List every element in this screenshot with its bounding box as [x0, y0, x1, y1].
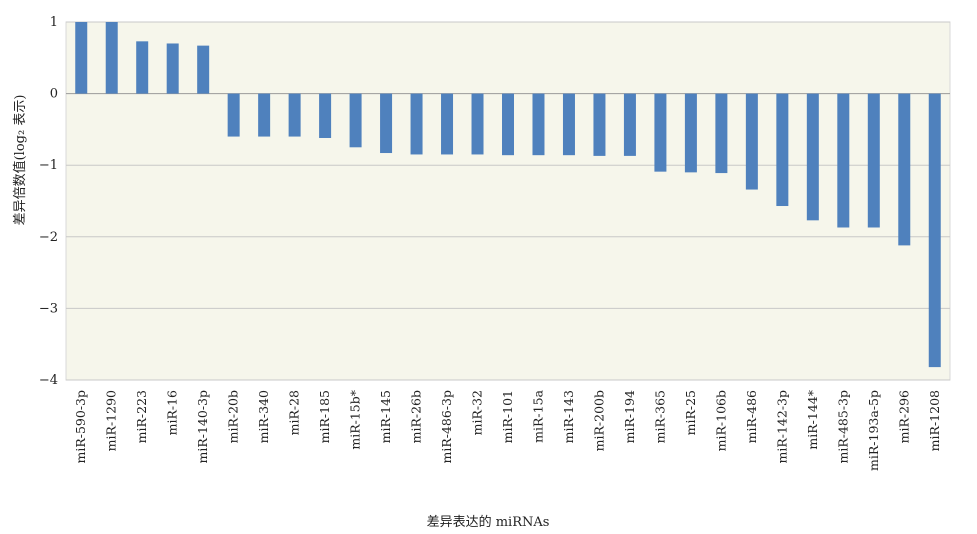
bar — [75, 22, 88, 94]
x-axis-title: 差异表达的 miRNAs — [427, 514, 550, 530]
bar — [166, 43, 179, 94]
bar — [623, 93, 636, 156]
bar — [837, 93, 850, 228]
x-category-label: miR-1208 — [927, 390, 942, 451]
x-category-label: miR-1290 — [104, 390, 119, 451]
x-category-label: miR-143 — [561, 390, 576, 443]
y-tick-label: −4 — [39, 373, 58, 388]
x-category-label: miR-28 — [287, 390, 302, 435]
x-category-label: miR-25 — [683, 390, 698, 435]
x-category-label: miR-145 — [378, 390, 393, 443]
bar — [654, 93, 667, 172]
x-category-label: miR-185 — [317, 390, 332, 443]
x-category-label: miR-194 — [622, 390, 637, 443]
x-category-label: miR-140-3p — [195, 390, 210, 464]
x-category-label: miR-365 — [652, 390, 667, 443]
x-category-label: miR-486 — [744, 390, 759, 443]
y-tick-label: 1 — [50, 15, 58, 30]
y-tick-label: −3 — [39, 301, 58, 316]
bar — [928, 93, 941, 368]
bar — [562, 93, 575, 156]
bar — [441, 93, 454, 155]
x-category-label: miR-200b — [591, 390, 606, 451]
bar — [715, 93, 728, 174]
x-category-label: miR-106b — [713, 390, 728, 451]
x-category-label: miR-485-3p — [835, 390, 850, 464]
x-category-label: miR-15a — [530, 389, 545, 442]
y-tick-label: 0 — [50, 87, 58, 102]
bar — [105, 22, 118, 94]
y-axis-title: 差异倍数值(log₂ 表示) — [12, 95, 28, 226]
x-category-label: miR-26b — [409, 390, 424, 443]
bar — [258, 93, 271, 137]
bar — [532, 93, 545, 156]
bar — [410, 93, 423, 155]
bar — [136, 41, 149, 94]
gridlines — [66, 21, 950, 381]
bar — [806, 93, 819, 221]
bar — [898, 93, 911, 246]
bar — [380, 93, 393, 154]
x-category-label: miR-340 — [256, 390, 271, 443]
bar — [197, 45, 210, 94]
x-category-label: miR-144* — [805, 389, 820, 449]
bar — [593, 93, 606, 156]
x-category-label: miR-142-3p — [774, 390, 789, 464]
x-category-label: miR-590-3p — [73, 390, 88, 464]
x-category-label: miR-15b* — [348, 389, 363, 449]
bar — [776, 93, 789, 207]
bar — [745, 93, 758, 190]
bar — [288, 93, 301, 137]
bar — [227, 93, 240, 137]
x-category-label: miR-20b — [226, 390, 241, 443]
y-tick-label: −1 — [39, 158, 58, 173]
bar — [684, 93, 697, 173]
x-category-label: miR-32 — [470, 390, 485, 435]
x-category-label: miR-101 — [500, 390, 515, 443]
bar — [349, 93, 362, 148]
bar — [471, 93, 484, 155]
bar — [502, 93, 514, 156]
x-category-label: miR-16 — [165, 390, 180, 435]
x-axis-categories: miR-590-3p miR-1290 miR-223 miR-16 miR-140-3… — [73, 389, 942, 471]
bar — [319, 93, 332, 138]
x-category-label: miR-193a-5p — [866, 390, 881, 471]
x-category-label: miR-486-3p — [439, 390, 454, 464]
x-category-label: miR-223 — [134, 390, 149, 443]
bars — [75, 22, 941, 368]
bar — [867, 93, 880, 228]
x-category-label: miR-296 — [896, 390, 911, 443]
plot-area — [65, 21, 951, 381]
y-tick-label: −2 — [39, 230, 58, 245]
y-axis-ticks: 1 0 −1 −2 −3 −4 — [39, 15, 58, 388]
